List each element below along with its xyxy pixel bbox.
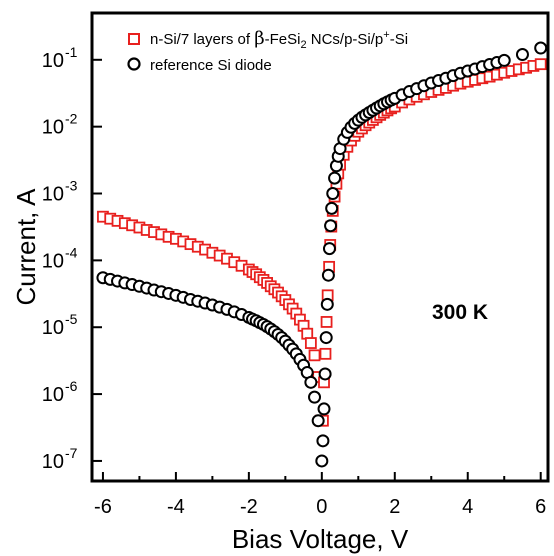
legend-label-series-1: n-Si/7 layers of β-FeSi2 NCs/p-Si/p+-Si <box>150 28 408 51</box>
data-point-series-2 <box>321 268 335 282</box>
y-tick-exponent: -3 <box>65 178 78 194</box>
legend-label-sub: 2 <box>300 39 306 51</box>
data-point-series-2 <box>317 402 331 416</box>
data-point-series-2 <box>311 414 325 428</box>
y-tick-exponent: -5 <box>65 311 78 327</box>
temperature-annotation: 300 K <box>432 301 488 324</box>
y-tick-label: 10 <box>42 50 64 72</box>
y-axis-title: Current, A <box>11 188 41 306</box>
data-point-series-2 <box>304 375 318 389</box>
data-point-series-2 <box>328 171 342 185</box>
legend-label-series-2: reference Si diode <box>150 57 272 74</box>
data-point-series-2 <box>315 454 329 468</box>
data-point-series-2 <box>325 201 339 215</box>
x-tick-label: 4 <box>462 496 473 518</box>
y-tick-label: 10 <box>42 117 64 139</box>
data-point-series-2 <box>324 219 338 233</box>
y-tick-exponent: -1 <box>65 44 78 60</box>
y-tick-exponent: -2 <box>65 111 78 127</box>
legend-label-part-b: -FeSi <box>265 31 301 48</box>
data-point-series-2 <box>326 187 340 201</box>
legend-label-part-c: NCs/p-Si/p <box>307 31 384 48</box>
x-tick-label: -4 <box>167 496 185 518</box>
data-markers <box>96 41 548 468</box>
x-tick-label: 6 <box>535 496 546 518</box>
legend-marker-circle <box>127 57 141 71</box>
legend-label-part-a: n-Si/7 layers of <box>150 31 254 48</box>
y-tick-label: 10 <box>42 184 64 206</box>
data-point-series-2 <box>534 41 548 55</box>
y-tick-label: 10 <box>42 317 64 339</box>
x-tick-label: 2 <box>389 496 400 518</box>
data-point-series-1 <box>534 58 547 71</box>
data-point-series-1 <box>308 349 321 362</box>
x-tick-label: 0 <box>316 496 327 518</box>
x-tick-label: -6 <box>94 496 112 518</box>
y-tick-exponent: -4 <box>65 244 78 260</box>
y-tick-label: 10 <box>42 451 64 473</box>
y-tick-exponent: -6 <box>65 378 78 394</box>
data-point-series-2 <box>515 48 529 62</box>
data-point-series-2 <box>320 297 334 311</box>
data-point-series-2 <box>497 53 511 67</box>
data-point-series-2 <box>318 367 332 381</box>
data-point-series-2 <box>319 331 333 345</box>
axis-ticks: -6 -4 -2 0 2 4 610-710-610-510-410-310-210-1 <box>42 44 547 518</box>
y-tick-exponent: -7 <box>65 445 78 461</box>
data-point-series-2 <box>308 390 322 404</box>
x-axis-title: Bias Voltage, V <box>232 524 409 554</box>
data-point-series-1 <box>304 337 317 349</box>
legend-label-beta: β <box>254 28 264 49</box>
data-point-series-1 <box>319 347 332 360</box>
data-point-series-2 <box>316 434 330 448</box>
legend-marker-square <box>128 33 140 45</box>
legend-label-sup: + <box>383 29 389 41</box>
data-point-series-2 <box>322 242 336 256</box>
data-point-series-1 <box>320 316 333 328</box>
legend-label-part-d: -Si <box>390 31 408 48</box>
plot-frame <box>90 11 550 483</box>
y-tick-label: 10 <box>42 250 64 272</box>
legend: n-Si/7 layers of β-FeSi2 NCs/p-Si/p+-Si … <box>127 28 408 74</box>
y-tick-label: 10 <box>42 384 64 406</box>
x-tick-label: -2 <box>240 496 258 518</box>
